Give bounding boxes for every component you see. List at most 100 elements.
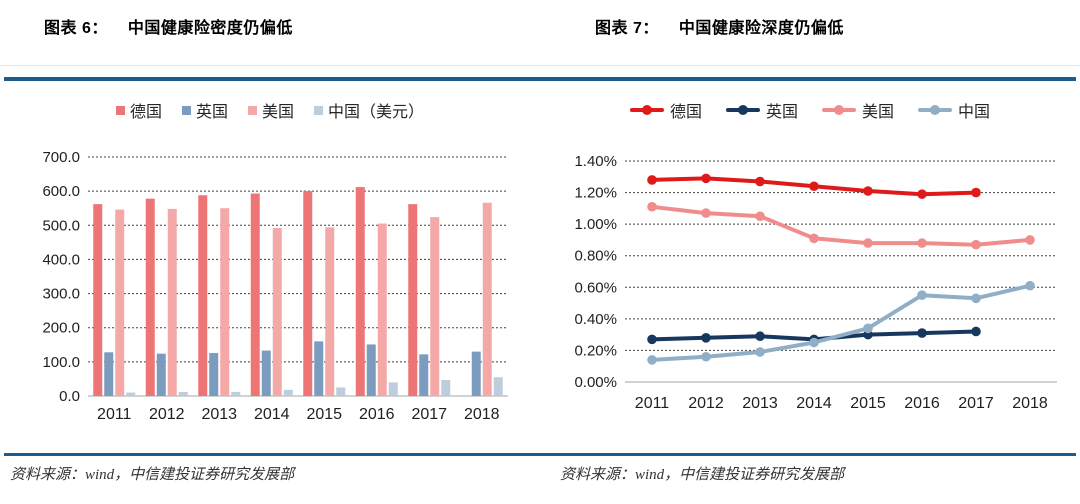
- legend-item: 英国: [181, 98, 228, 122]
- legend-square-icon: [314, 105, 324, 115]
- data-point-marker: [755, 331, 765, 342]
- data-point-marker: [917, 189, 927, 199]
- y-tick-label: 0.40%: [574, 311, 617, 328]
- legend-item: 德国: [629, 98, 702, 122]
- bar: [261, 350, 271, 396]
- x-tick-label: 2012: [688, 395, 724, 412]
- legend-label: 美国: [262, 104, 295, 121]
- y-tick-label: 1.00%: [574, 216, 617, 233]
- bar: [283, 389, 293, 396]
- bar: [408, 204, 418, 396]
- figure7-line-chart-canvas: 0.00% 0.20% 0.40% 0.60% 0.80% 1.00% 1.20% 1.40%…: [574, 153, 1057, 412]
- legend-line-marker-icon: [725, 105, 760, 115]
- bar: [355, 187, 365, 396]
- bar: [220, 208, 230, 396]
- figure6-bar-chart: 德国 英国 美国 中国（美元） 0.0 100.0 200.0 300.0 400.0 500.…: [5, 92, 535, 433]
- bar: [145, 198, 155, 396]
- data-point-marker: [701, 208, 711, 218]
- figure7-title: 图表 7： 中国健康险深度仍偏低: [540, 14, 1080, 38]
- data-point-marker: [647, 334, 657, 345]
- bar: [493, 377, 503, 396]
- figure6-title-text: 中国健康险密度仍偏低: [127, 20, 293, 37]
- data-point-marker: [755, 347, 765, 357]
- legend-line-marker-icon: [629, 105, 664, 115]
- y-tick-label: 0.80%: [574, 248, 617, 265]
- x-tick-label: 2018: [1012, 395, 1048, 412]
- data-point-marker: [917, 290, 927, 300]
- data-point-marker: [755, 211, 765, 222]
- figure7-legend: 德国 英国 美国 中国: [545, 92, 1075, 128]
- bar: [441, 379, 451, 396]
- bar: [325, 227, 335, 396]
- x-tick-label: 2016: [359, 406, 395, 423]
- data-point-marker: [809, 337, 819, 348]
- x-tick-label: 2016: [904, 395, 940, 412]
- data-point-marker: [917, 328, 927, 338]
- x-tick-label: 2013: [201, 406, 237, 423]
- faint-divider: [0, 65, 1080, 66]
- figure6-bar-chart-canvas: 0.0 100.0 200.0 300.0 400.0 500.0 600.0 700.0 20…: [42, 149, 508, 423]
- bar: [377, 223, 387, 396]
- figure7-title-label: 图表 7：: [595, 20, 659, 37]
- x-tick-label: 2015: [850, 395, 886, 412]
- bar: [93, 204, 103, 396]
- data-point-marker: [863, 323, 873, 334]
- figure7-title-text: 中国健康险深度仍偏低: [678, 20, 844, 37]
- bar: [250, 193, 260, 396]
- y-tick-label: 0.00%: [574, 374, 617, 391]
- legend-label: 中国: [958, 104, 991, 121]
- legend-dot-icon: [930, 105, 941, 115]
- legend-item: 美国: [822, 98, 894, 122]
- legend-label: 德国: [129, 104, 162, 121]
- bar: [209, 352, 219, 396]
- figure6-title: 图表 6： 中国健康险密度仍偏低: [0, 14, 540, 38]
- y-tick-label: 500.0: [42, 217, 80, 234]
- figure-titles-row: 图表 6： 中国健康险密度仍偏低 图表 7： 中国健康险深度仍偏低: [0, 14, 1080, 38]
- x-tick-label: 2011: [97, 406, 132, 423]
- data-point-marker: [863, 238, 873, 248]
- bar: [482, 202, 492, 396]
- figure6-source: 资料来源：wind，中信建投证券研究发展部: [10, 467, 295, 483]
- header-divider-rule: [4, 77, 1076, 81]
- bar: [115, 209, 125, 396]
- bar: [471, 351, 481, 396]
- line-series: [650, 283, 1032, 362]
- x-tick-label: 2017: [411, 406, 447, 423]
- y-tick-label: 300.0: [42, 286, 80, 303]
- data-point-marker: [755, 176, 765, 187]
- bar: [272, 228, 282, 396]
- y-tick-label: 700.0: [42, 149, 80, 166]
- x-tick-label: 2013: [742, 395, 778, 412]
- legend-item: 美国: [248, 98, 294, 122]
- bar: [388, 382, 398, 396]
- legend-label: 中国（美元）: [328, 104, 425, 121]
- data-point-marker: [647, 201, 657, 212]
- footer-divider-rule: [4, 453, 1076, 456]
- figure6-title-label: 图表 6：: [44, 20, 108, 37]
- bar: [178, 391, 188, 396]
- x-tick-label: 2015: [306, 406, 342, 423]
- bar: [126, 392, 136, 396]
- legend-label: 德国: [669, 104, 702, 121]
- charts-row: 德国 英国 美国 中国（美元） 0.0 100.0 200.0 300.0 400.0 500.…: [0, 92, 1080, 448]
- data-point-marker: [701, 173, 711, 184]
- data-point-marker: [971, 187, 981, 198]
- legend-dot-icon: [641, 105, 652, 115]
- x-tick-label: 2014: [254, 406, 290, 423]
- x-tick-label: 2011: [635, 395, 670, 412]
- legend-square-icon: [115, 105, 125, 115]
- x-tick-label: 2012: [149, 406, 185, 423]
- x-tick-label: 2018: [464, 406, 500, 423]
- y-tick-label: 0.0: [59, 388, 80, 405]
- bar: [231, 391, 241, 396]
- data-point-marker: [647, 355, 657, 365]
- data-point-marker: [701, 333, 711, 343]
- legend-dot-icon: [834, 105, 844, 115]
- legend-item: 中国: [918, 98, 990, 122]
- y-tick-label: 100.0: [42, 354, 80, 371]
- data-point-marker: [1025, 235, 1035, 245]
- x-tick-label: 2014: [796, 395, 832, 412]
- y-tick-label: 1.20%: [574, 185, 617, 202]
- data-point-marker: [701, 351, 711, 362]
